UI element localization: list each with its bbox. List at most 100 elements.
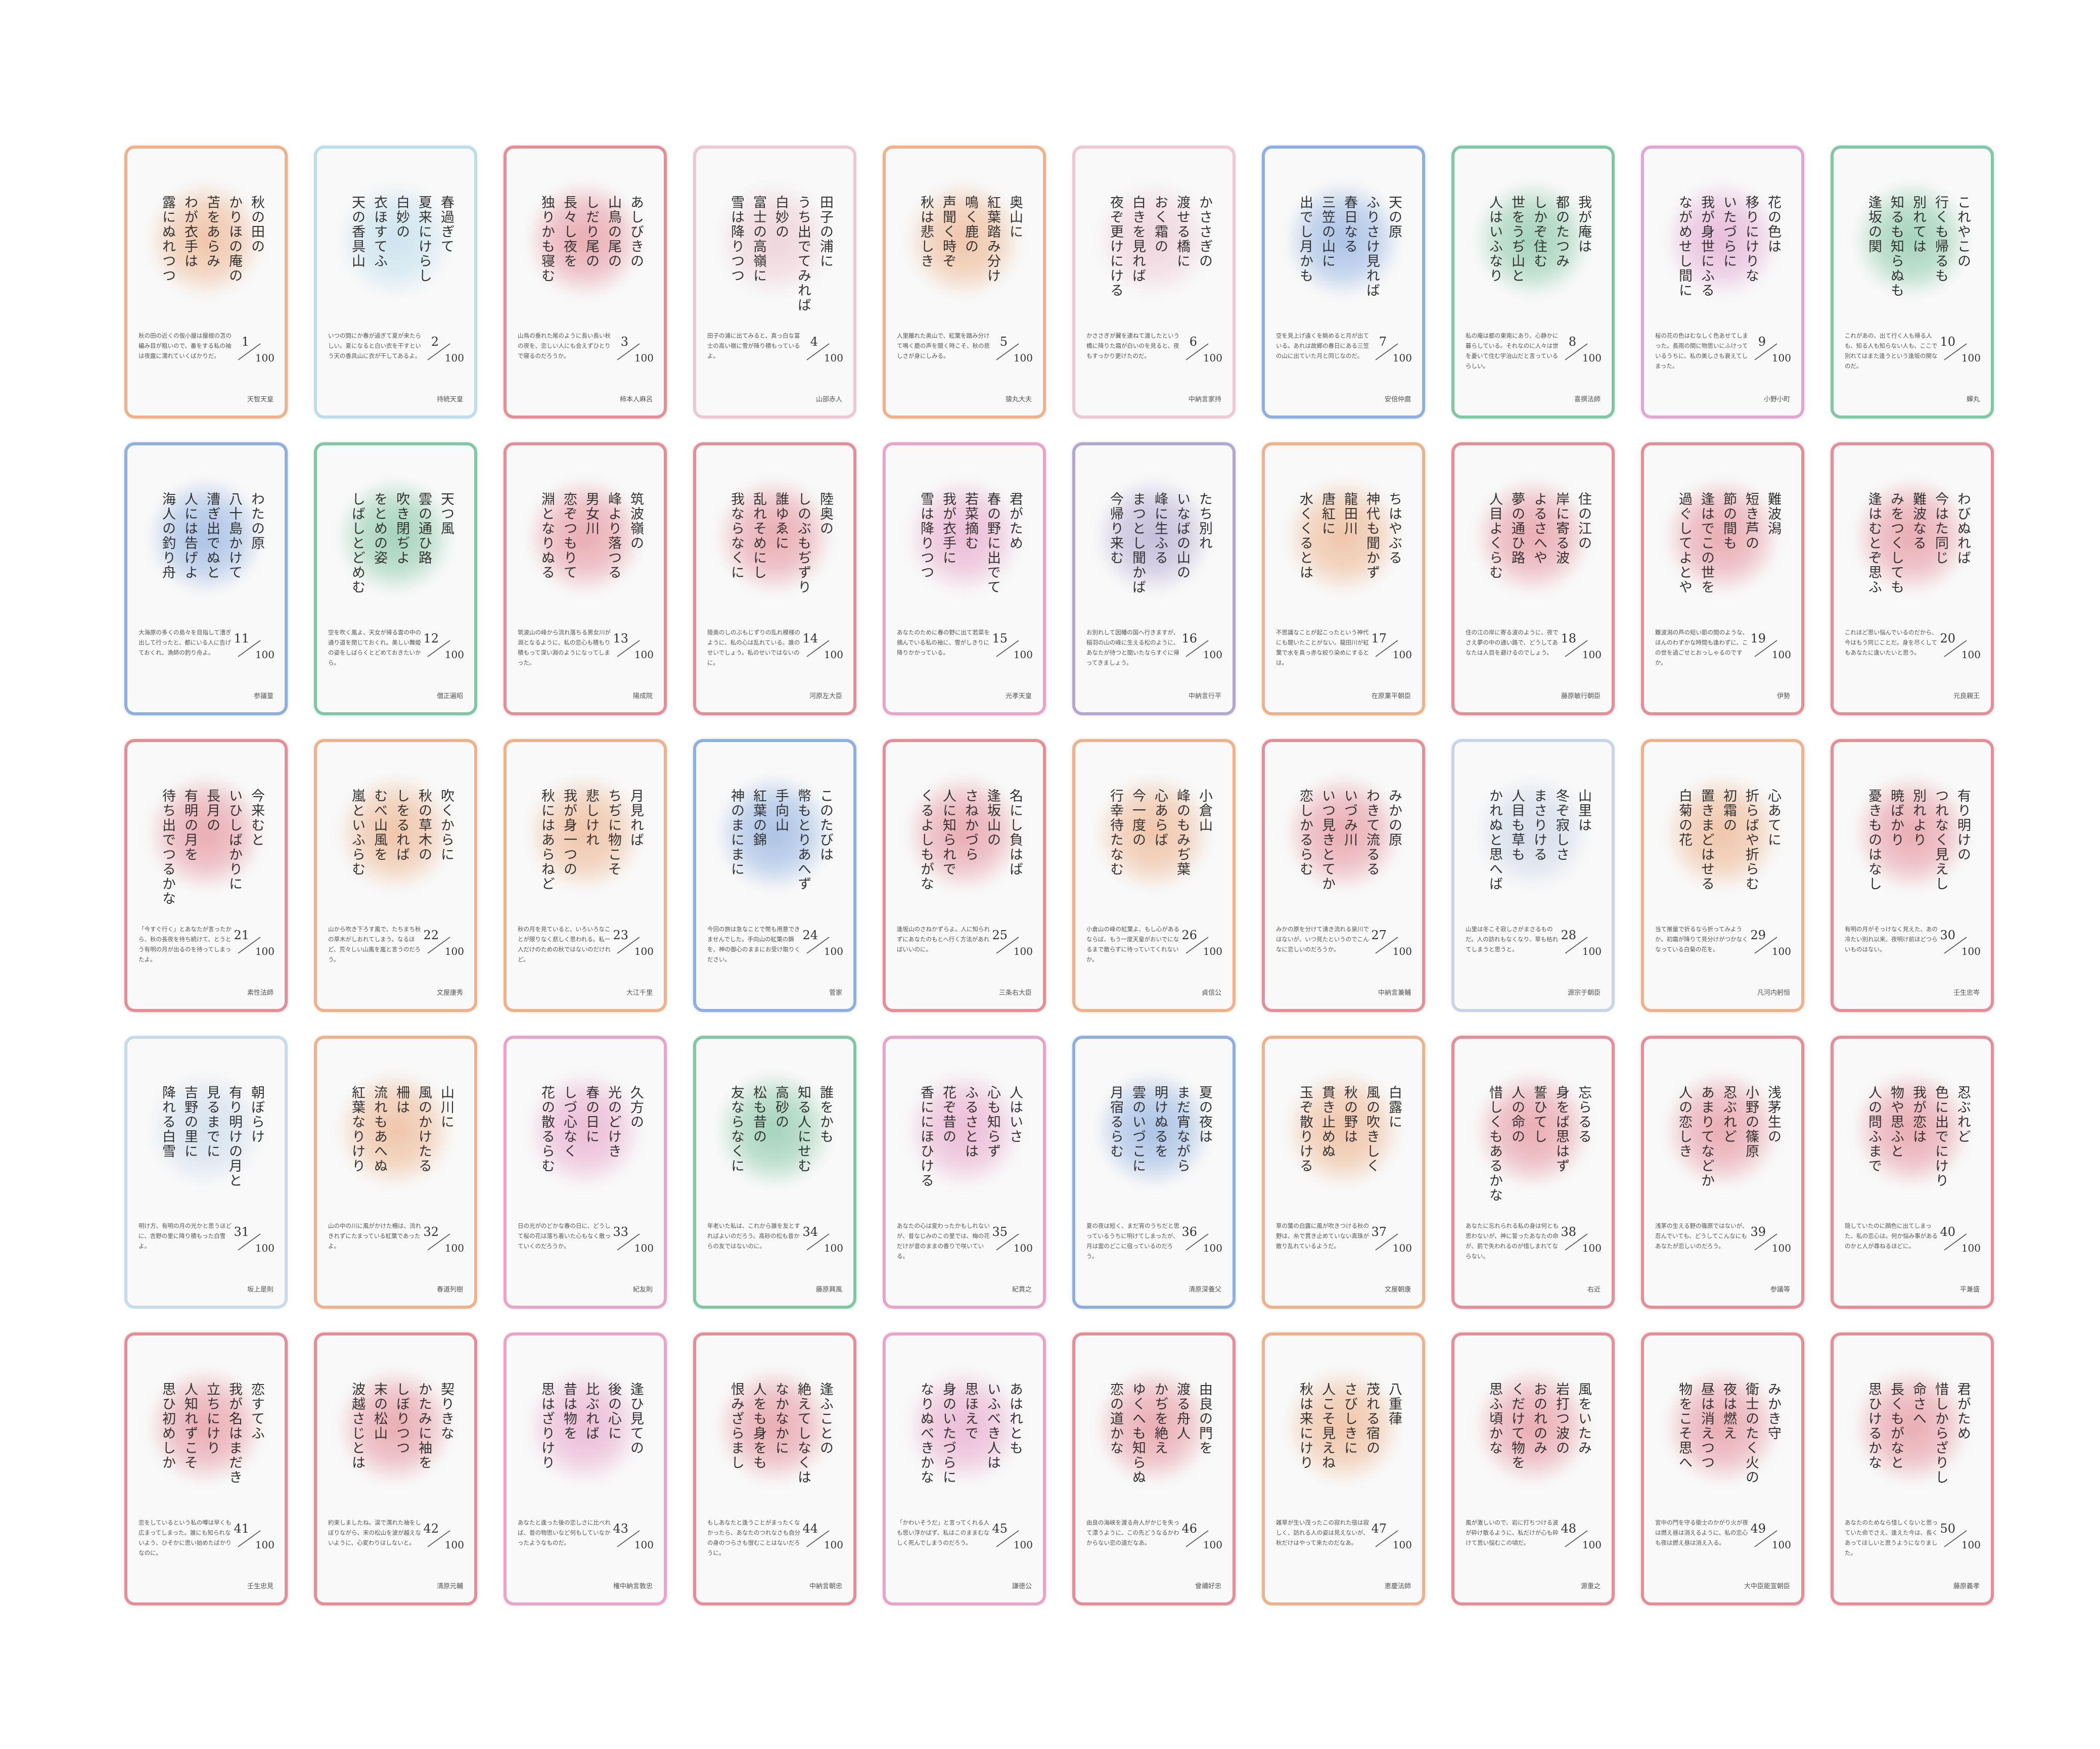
poem-line: 恋ぞつもりて <box>561 492 577 580</box>
slash <box>1185 343 1209 360</box>
slash <box>617 640 640 657</box>
color-blob <box>148 1069 264 1190</box>
slash <box>238 1233 261 1251</box>
card-total: 100 <box>1013 945 1033 957</box>
slash-line <box>1944 640 1967 657</box>
explanation: あなたのためなら惜しくないと思っていた命でさえ、逢えた今は、長くあってほしいと思… <box>1845 1519 1938 1557</box>
poem-line: 絶えてしなくは <box>795 1382 811 1485</box>
explanation: 宮中の門を守る衛士のかがり火が夜は燃え昼は消えるように、私の恋心も夜は燃え昼は消… <box>1655 1519 1748 1547</box>
card-total: 100 <box>1203 1539 1222 1551</box>
poem-line: むべ山風を <box>372 789 387 862</box>
poem-line: 見るまでに <box>204 1085 220 1159</box>
color-blob <box>716 1366 833 1487</box>
poem: 誰をかも 知る人にせむ 高砂の 松も昔の 友ならなくに <box>725 1085 836 1237</box>
poem-line: 物や思ふと <box>1888 1085 1904 1159</box>
color-blob <box>1664 772 1781 894</box>
color-blob <box>906 476 1022 597</box>
slash <box>617 937 640 954</box>
poem-line: 天の原 <box>1386 195 1402 239</box>
slash-line <box>238 640 261 657</box>
poem: みかき守 衛士のたく火の 夜は燃え 昼は消えつつ 物をこそ思へ <box>1673 1382 1784 1534</box>
slash-line <box>996 1530 1019 1547</box>
color-blob <box>1095 179 1212 300</box>
color-blob <box>527 476 643 597</box>
poem-line: 神のまにまに <box>728 789 744 877</box>
card-total: 100 <box>1582 649 1602 661</box>
poem-line: 高砂の <box>773 1085 789 1129</box>
poem-line: 人の恋しき <box>1676 1085 1692 1159</box>
poem-line: 知るも知らぬも <box>1888 195 1904 298</box>
poet: 安倍仲麿 <box>1384 396 1411 403</box>
poem-line: 夜ぞ更けにける <box>1108 195 1123 298</box>
poem-line: 友ならなくに <box>728 1085 744 1173</box>
poem-line: いづみ川 <box>1342 789 1357 847</box>
card-number: 5 <box>999 335 1008 349</box>
poem-line: 立ちにけり <box>204 1382 220 1455</box>
poem-line: ゆくへも知らぬ <box>1130 1382 1146 1485</box>
explanation: お別れして因幡の国へ行きますが、稲羽の山の峰に生える松のように、あなたが待つと聞… <box>1086 629 1179 667</box>
poet: 参議等 <box>1770 1286 1790 1294</box>
poem-line: かたみに袖を <box>416 1382 432 1470</box>
color-blob <box>1854 179 1970 300</box>
card: 浅茅生の 小野の篠原 忍ぶれど あまりてなどか 人の恋しき 浅茅の生える野の篠原ではないが… <box>1641 1036 1804 1309</box>
slash-line <box>1565 343 1588 360</box>
poem: わびぬれば 今はた同じ 難波なる みをつくしても 逢はむとぞ思ふ <box>1862 492 1974 643</box>
poem-line: 白きを見れば <box>1130 195 1146 283</box>
card-number: 29 <box>1750 928 1766 942</box>
color-blob <box>1285 1069 1401 1190</box>
slash-line <box>1185 343 1209 360</box>
explanation: 山から吹き下ろす風で、たちまち秋の草木がしおれてしまう。なるほど、荒々しい山風を… <box>328 926 421 963</box>
slash <box>238 1530 261 1547</box>
poem-line: 思はざりけり <box>539 1382 555 1470</box>
poet: 伊勢 <box>1776 693 1790 700</box>
poem-line: 我が衣手に <box>940 492 956 565</box>
explanation: みかの原を分けて湧き流れる泉川ではないが、いつ見たというのでこんなに恋しいのだろ… <box>1276 926 1369 953</box>
card: 吹くからに 秋の草木の しをるれば むべ山風を 嵐といふらむ 山から吹き下ろす風で、たちま… <box>314 739 477 1012</box>
poem-line: 人の命の <box>1509 1085 1525 1144</box>
poem-line: 波越さじとは <box>349 1382 365 1470</box>
color-blob <box>1475 179 1591 300</box>
card-total: 100 <box>1771 945 1791 957</box>
card-total: 100 <box>1013 649 1033 661</box>
card: 住の江の 岸に寄る波 よるさへや 夢の通ひ路 人目よくらむ 住の江の岸に寄る波のように、夜… <box>1451 442 1615 715</box>
poem-line: 身をば思はず <box>1554 1085 1569 1173</box>
card: 山里は 冬ぞ寂しさ まさりける 人目も草も かれぬと思へば 山里は冬こそ寂しさがまさるもの… <box>1451 739 1615 1012</box>
explanation: 空を見上げ遠くを眺めると月が出ている。あれは故郷の春日にある三笠の山に出ていた月… <box>1276 332 1369 360</box>
poem-line: 憂きものはなし <box>1866 789 1882 891</box>
slash-line <box>806 1233 830 1251</box>
poem: たち別れ いなばの山の 峰に生ふる まつとし聞かば 今帰り来む <box>1104 492 1215 643</box>
card-number: 49 <box>1750 1522 1766 1536</box>
card-number: 7 <box>1379 335 1387 349</box>
poem-line: 恨みざらまし <box>728 1382 744 1470</box>
explanation: 桜の花の色はむなしく色あせてしまった。長雨の間に物思いにふけっているうちに、私の… <box>1655 332 1748 370</box>
poem-line: 唐紅に <box>1319 492 1335 536</box>
card-total: 100 <box>1582 1539 1602 1551</box>
poem-line: わが衣手は <box>182 195 198 268</box>
poem-line: 行くも帰るも <box>1933 195 1948 283</box>
card-number: 39 <box>1750 1225 1766 1239</box>
color-blob <box>337 1069 453 1190</box>
slash-line <box>1565 1233 1588 1251</box>
poem-line: ちぢに物こそ <box>606 789 621 877</box>
card: あはれとも いふべき人は 思ほえで 身のいたづらに なりぬべきかな 「かわいそうだ」と言っ… <box>883 1332 1046 1605</box>
poem-line: 月見れば <box>628 789 644 847</box>
slash-line <box>1375 1530 1398 1547</box>
card: 白露に 風の吹きしく 秋の野は 貫き止めぬ 玉ぞ散りける 草の葉の白露に風が吹きつける秋の… <box>1262 1036 1425 1309</box>
slash <box>1375 640 1398 657</box>
poem-line: わびぬれば <box>1955 492 1971 565</box>
slash-line <box>806 1530 830 1547</box>
poem: 山川に 風のかけたる 柵は 流れもあへぬ 紅葉なりけり <box>346 1085 457 1237</box>
card-total: 100 <box>255 1539 275 1551</box>
card-number: 38 <box>1561 1225 1576 1239</box>
poem-line: 待ち出でつるかな <box>160 789 175 906</box>
card: 小倉山 峰のもみぢ葉 心あらば 今一度の 行幸待たなむ 小倉山の峰の紅葉よ、もし心があるな… <box>1072 739 1236 1012</box>
slash-line <box>1565 937 1588 954</box>
slash-line <box>996 1233 1019 1251</box>
poet: 僧正遍昭 <box>436 693 463 700</box>
poet: 壬生忠見 <box>247 1583 273 1590</box>
card-number: 31 <box>234 1225 249 1239</box>
slash <box>996 1530 1019 1547</box>
poem-line: 人目も草も <box>1509 789 1525 862</box>
poem-line: 比ぶれば <box>583 1382 599 1441</box>
poem-line: 人をも身をも <box>751 1382 766 1470</box>
